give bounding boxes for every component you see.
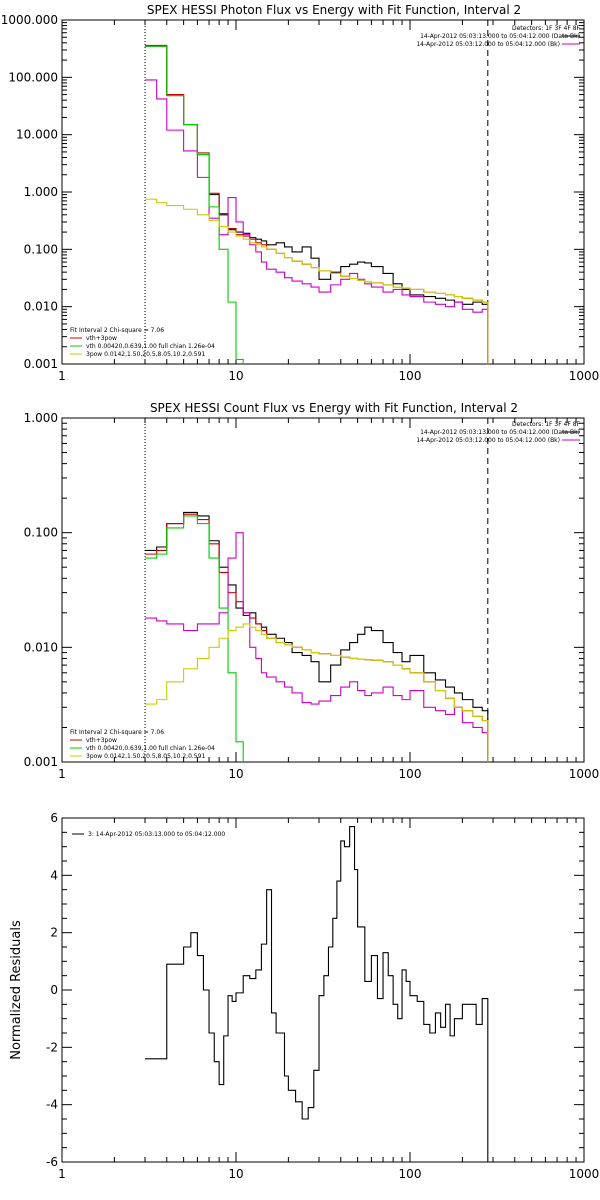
photon-flux-header: Detectors: 1F 3F 4F 8F 14-Apr-2012 05:03…: [416, 25, 580, 48]
count-flux-series-2: [145, 532, 489, 762]
photon-flux-ytick-label-3: 1.000: [24, 185, 58, 199]
photon-flux-xtick-label-3: 1000: [569, 369, 600, 383]
count-flux-title: SPEX HESSI Count Flux vs Energy with Fit…: [150, 401, 518, 415]
count-flux-series-4: [145, 623, 489, 762]
count-flux-series-1: [145, 513, 489, 762]
count-flux-legend-title: Fit Interval 2 Chi-square = 7.06: [70, 729, 164, 736]
count-flux-legend-label-0: vth+3pow: [86, 737, 117, 744]
residuals-ytick-label-4: 2: [50, 926, 58, 940]
photon-flux-ytick-label-1: 0.010: [24, 300, 58, 314]
count-flux-ytick-label-2: 0.100: [24, 526, 58, 540]
photon-flux-ytick-label-4: 10.000: [16, 128, 58, 142]
count-flux-legend-label-1: vth 0.00420,0.639,1.00 full chian 1.26e-…: [86, 745, 215, 752]
residuals-ticks: 1 10 100 1000 -6 -4 -2 0 2 4 6: [46, 811, 599, 1181]
residuals-xtick-label-1: 10: [228, 1167, 243, 1181]
count-flux-data-interval: 14-Apr-2012 05:03:13.000 to 05:04:12.000…: [420, 429, 580, 436]
count-flux-detectors: Detectors: 1F 3F 4F 8F: [512, 421, 581, 428]
residuals-ytick-label-5: 4: [50, 868, 58, 882]
count-flux-legend-label-2: 3pow 0.0142,1.50,20.5,8.05,10.2,0.591: [86, 753, 205, 760]
residuals-ytick-label-1: -4: [46, 1098, 58, 1112]
photon-flux-series-3: [145, 45, 244, 364]
photon-flux-series-2: [145, 79, 489, 364]
photon-flux-panel: SPEX HESSI Photon Flux vs Energy with Fi…: [1, 3, 600, 383]
photon-flux-data-interval: 14-Apr-2012 05:03:13.000 to 05:04:12.000…: [420, 33, 580, 40]
count-flux-xtick-label-1: 10: [228, 767, 243, 781]
count-flux-frame: [61, 417, 585, 763]
count-flux-legend: Fit Interval 2 Chi-square = 7.06 vth+3po…: [70, 729, 215, 760]
photon-flux-detectors: Detectors: 1F 3F 4F 8F: [512, 25, 581, 32]
photon-flux-ticks: 1 10 100 1000 0.001 0.010 0.100 1.000 10.000 100.…: [1, 13, 600, 383]
count-flux-xtick-label-3: 1000: [569, 767, 600, 781]
residuals-frame: [61, 817, 585, 1163]
photon-flux-legend-title: Fit Interval 2 Chi-square = 7.06: [70, 327, 164, 334]
residuals-xtick-label-2: 100: [399, 1167, 422, 1181]
residuals-ytick-label-2: -2: [46, 1040, 58, 1054]
count-flux-ytick-label-0: 0.001: [24, 755, 58, 769]
photon-flux-ytick-label-2: 0.100: [24, 242, 58, 256]
residuals-panel: Normalized Residuals 1 10 100 1000 -6 -4 -2 0 2 4…: [9, 811, 599, 1181]
photon-flux-ytick-label-6: 1000.000: [1, 13, 58, 27]
residuals-ytick-label-3: 0: [50, 983, 58, 997]
count-flux-ytick-label-3: 1.000: [24, 411, 58, 425]
count-flux-header: Detectors: 1F 3F 4F 8F 14-Apr-2012 05:03…: [416, 421, 580, 444]
count-flux-series: [145, 511, 489, 762]
photon-flux-bk-interval: 14-Apr-2012 05:03:12.000 to 05:04:12.000…: [416, 41, 560, 48]
photon-flux-xtick-label-2: 100: [399, 369, 422, 383]
residuals-legend: 3: 14-Apr-2012 05:03:13.000 to 05:04:12.…: [72, 831, 225, 838]
photon-flux-legend-label-0: vth+3pow: [86, 335, 117, 342]
photon-flux-xtick-label-0: 1: [58, 369, 66, 383]
count-flux-vlines: [144, 418, 489, 762]
count-flux-ytick-label-1: 0.010: [24, 640, 58, 654]
count-flux-ticks: 1 10 100 1000 0.001 0.010 0.100 1.000: [24, 411, 600, 781]
photon-flux-xtick-label-1: 10: [228, 369, 243, 383]
photon-flux-legend: Fit Interval 2 Chi-square = 7.06 vth+3po…: [70, 327, 215, 358]
count-flux-xtick-label-0: 1: [58, 767, 66, 781]
residuals-xtick-label-3: 1000: [569, 1167, 600, 1181]
photon-flux-vlines: [144, 20, 489, 364]
residuals-ytick-label-0: -6: [46, 1155, 58, 1169]
count-flux-series-3: [145, 515, 244, 762]
count-flux-bk-interval: 14-Apr-2012 05:03:12.000 to 05:04:12.000…: [416, 437, 560, 444]
photon-flux-series-4: [145, 198, 489, 364]
residuals-ylabel: Normalized Residuals: [9, 920, 24, 1060]
photon-flux-legend-label-1: vth 0.00420,0.639,1.00 full chian 1.26e-…: [86, 343, 215, 350]
photon-flux-series: [145, 44, 489, 364]
photon-flux-ytick-label-5: 100.000: [8, 70, 58, 84]
count-flux-xtick-label-2: 100: [399, 767, 422, 781]
count-flux-panel: SPEX HESSI Count Flux vs Energy with Fit…: [24, 401, 600, 781]
residuals-legend-label-0: 3: 14-Apr-2012 05:03:13.000 to 05:04:12.…: [88, 831, 225, 838]
photon-flux-title: SPEX HESSI Photon Flux vs Energy with Fi…: [147, 3, 521, 17]
residuals-xtick-label-0: 1: [58, 1167, 66, 1181]
residuals-ytick-label-6: 6: [50, 811, 58, 825]
photon-flux-series-0: [145, 45, 489, 364]
photon-flux-ytick-label-0: 0.001: [24, 357, 58, 371]
residuals-series: [145, 826, 489, 1162]
photon-flux-series-1: [145, 44, 489, 364]
photon-flux-legend-label-2: 3pow 0.0142,1.50,20.5,8.05,10.2,0.591: [86, 351, 205, 358]
residuals-series-0: [145, 826, 489, 1162]
count-flux-series-0: [145, 511, 489, 762]
photon-flux-frame: [61, 19, 585, 365]
